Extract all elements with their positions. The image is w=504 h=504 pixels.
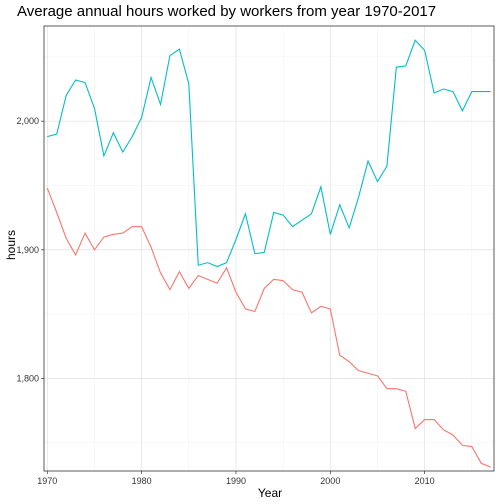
series-layer bbox=[46, 39, 491, 468]
series-line-1 bbox=[46, 187, 491, 468]
x-tick-label: 2010 bbox=[415, 476, 435, 486]
grid bbox=[44, 26, 494, 471]
y-tick-label: 2,000 bbox=[16, 116, 39, 126]
y-tick-label: 1,800 bbox=[16, 373, 39, 383]
x-tick-label: 2000 bbox=[320, 476, 340, 486]
x-axis: 1970 1980 1990 2000 2010 bbox=[37, 471, 435, 486]
x-tick-label: 1980 bbox=[132, 476, 152, 486]
chart-title: Average annual hours worked by workers f… bbox=[17, 3, 436, 20]
y-tick-label: 1,900 bbox=[16, 245, 39, 255]
x-tick-label: 1970 bbox=[37, 476, 57, 486]
series-line-2 bbox=[47, 39, 491, 268]
y-axis: 1,800 1,900 2,000 bbox=[16, 116, 44, 383]
panel-border bbox=[43, 25, 495, 472]
x-axis-label: Year bbox=[258, 486, 282, 500]
y-axis-label: hours bbox=[4, 230, 18, 260]
x-tick-label: 1990 bbox=[226, 476, 246, 486]
